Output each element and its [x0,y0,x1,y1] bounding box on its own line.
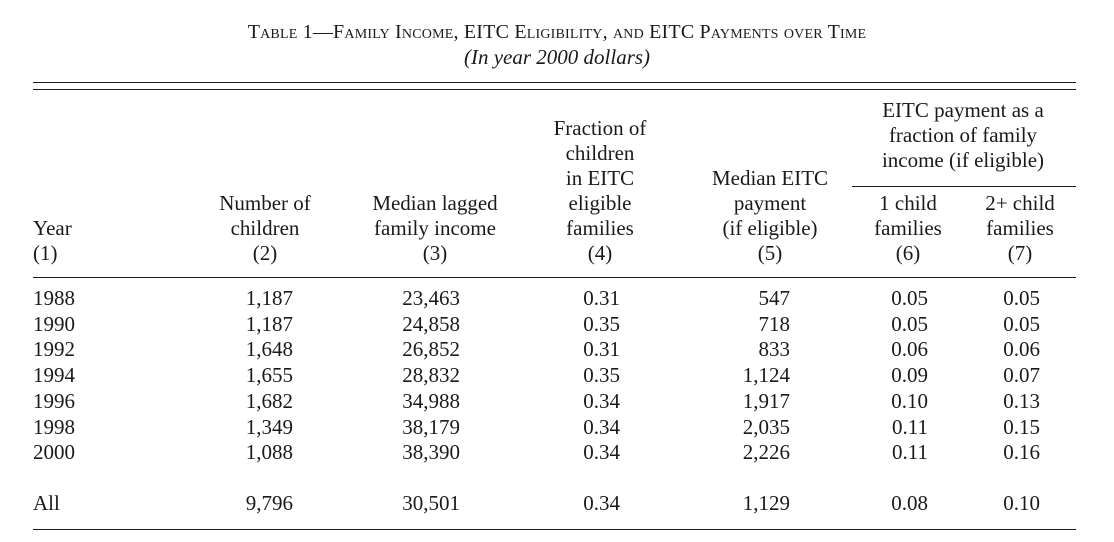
column-header-line: payment [733,191,807,215]
column-header-line: (if eligible) [722,216,818,240]
table-cell: 0.10 [891,388,928,413]
column-header-line: family income [374,216,496,240]
table-cell: 0.06 [891,337,928,362]
table-cell: 0.35 [583,311,620,336]
column-header-line: Number of [219,191,311,215]
column-header-line: Median EITC [711,166,829,190]
table-cell: 28,832 [402,363,460,388]
spanner-line: fraction of family [888,123,1038,147]
column-number: (2) [252,241,278,265]
column-header-line: 1 child [879,191,937,215]
spanner-header: EITC payment as a fraction of family inc… [850,98,1076,173]
column-header: Number of children (2) [195,191,335,266]
header-rule [33,277,1076,278]
row-label: 1990 [33,311,75,336]
row-label: 2000 [33,440,75,465]
spanner-line: EITC payment as a [882,98,1044,122]
column-header-line: 2+ child [985,191,1055,215]
table-cell: 26,852 [402,337,460,362]
column-header-line: eligible [568,191,632,215]
row-label: 1988 [33,286,75,310]
table-cell: 0.35 [583,363,620,388]
column-number: (4) [587,241,613,265]
table-cell: 0.06 [1003,337,1040,362]
table-cell: 1,648 [245,337,293,362]
table-cell: 1,129 [742,491,790,515]
table-cell: 0.34 [583,414,620,439]
table-cell: 0.10 [1003,491,1040,515]
column-header: Fraction of children in EITC eligible famili… [535,116,665,266]
table-title: Table 1—Family Income, EITC Eligibility,… [247,21,867,43]
table-cell: 0.05 [1003,311,1040,336]
column-header-line: children [230,216,300,240]
bottom-rule [33,529,1076,530]
table-cell: 0.11 [892,440,928,465]
column-header: Median EITC payment (if eligible) (5) [695,166,845,266]
table-cell: 1,187 [245,311,293,336]
table-cell: 2,035 [742,414,790,439]
table-cell: 0.05 [891,311,928,336]
table-cell: 38,390 [402,440,460,465]
row-label: 1994 [33,363,75,388]
column-header-line: in EITC [565,166,635,190]
table-cell: 547 [758,286,791,310]
top-rule [33,82,1076,83]
table-cell: 23,463 [402,286,460,310]
column-number: (6) [895,241,921,265]
table-cell: 24,858 [402,311,460,336]
table-cell: 1,124 [742,363,790,388]
table-cell: 0.31 [583,286,620,310]
column-header-line: families [874,216,942,240]
table-cell: 0.31 [583,337,620,362]
table-cell: 1,349 [245,414,293,439]
column-number: (5) [757,241,783,265]
table-subtitle: (In year 2000 dollars) [463,45,651,69]
row-label: 1996 [33,388,75,413]
column-header: 2+ child families (7) [970,191,1070,266]
column-header: 1 child families (6) [858,191,958,266]
column-header-line: Fraction of [553,116,647,140]
column-number: (7) [1007,241,1033,265]
table-cell: 1,187 [245,286,293,310]
table-cell: 0.16 [1003,440,1040,465]
table-cell: 1,088 [245,440,293,465]
table-cell: 833 [758,337,791,362]
table-cell: 2,226 [742,440,790,465]
column-header-line: Year [33,216,72,240]
table-cell: 0.07 [1003,363,1040,388]
column-header: Year (1) [33,216,113,266]
column-header-line: Median lagged [372,191,498,215]
table-cell: 0.34 [583,440,620,465]
spanner-rule [852,186,1076,187]
table-cell: 1,917 [742,388,790,413]
table-cell: 0.05 [891,286,928,310]
column-header: Median lagged family income (3) [355,191,515,266]
table-cell: 38,179 [402,414,460,439]
table-cell: 0.08 [891,491,928,515]
spanner-line: income (if eligible) [881,148,1045,172]
column-header-line: families [986,216,1054,240]
table-cell: 1,655 [245,363,293,388]
table-cell: 0.05 [1003,286,1040,310]
table-cell: 718 [758,311,791,336]
table-cell: 0.11 [892,414,928,439]
table-cell: 0.15 [1003,414,1040,439]
table-cell: 9,796 [245,491,293,515]
table-cell: 34,988 [402,388,460,413]
column-number: (3) [422,241,448,265]
column-header-line: children [565,141,635,165]
column-header-line: families [566,216,634,240]
table-cell: 0.13 [1003,388,1040,413]
table-cell: 0.34 [583,491,620,515]
column-number: (1) [33,241,58,265]
table-cell: 1,682 [245,388,293,413]
table-cell: 30,501 [402,491,460,515]
table-cell: 0.09 [891,363,928,388]
row-label: 1992 [33,337,75,362]
table-cell: 0.34 [583,388,620,413]
top-rule-second [33,89,1076,90]
row-label: 1998 [33,414,75,439]
row-label: All [33,491,60,515]
